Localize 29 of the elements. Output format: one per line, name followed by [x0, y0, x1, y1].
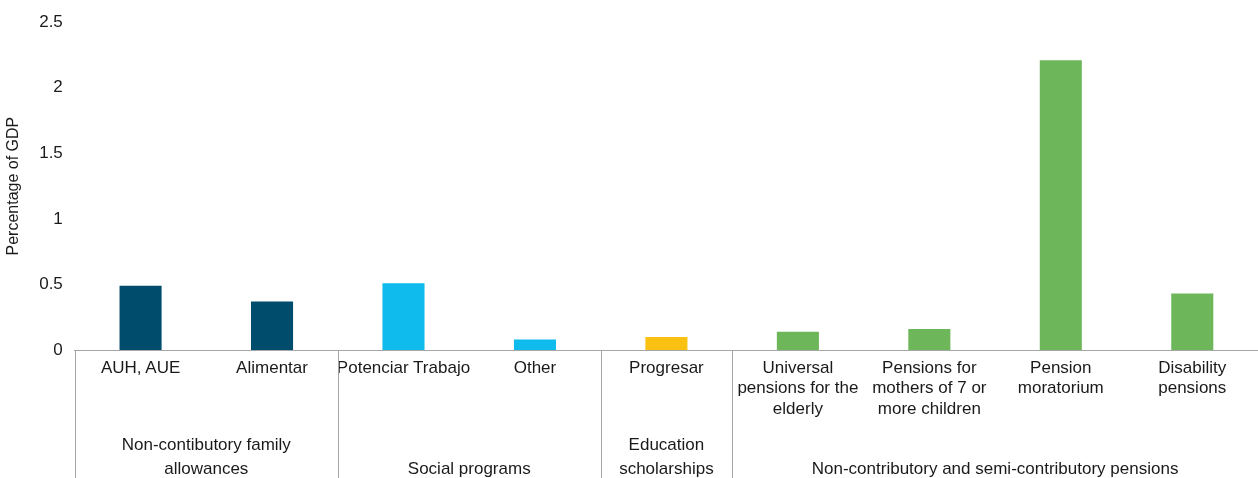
x-tick-label: Disability pensions	[1158, 357, 1227, 398]
x-tick-label: Progresar	[629, 357, 705, 377]
bar	[645, 336, 688, 350]
x-tick-label: AUH, AUE	[100, 357, 181, 377]
y-axis-title: Percentage of GDP	[4, 116, 22, 256]
bar	[1039, 60, 1082, 350]
bar	[908, 329, 951, 350]
y-tick-label: 1.5	[39, 143, 63, 163]
x-tick-label: Universal pensions for the elderly	[737, 357, 859, 418]
bar	[1171, 293, 1214, 350]
text: Education scholarships	[619, 435, 714, 478]
y-tick-label: 0.5	[39, 274, 63, 294]
bar	[382, 283, 425, 350]
bar	[776, 331, 819, 350]
text: Non-contributory and semi-contributory pensions	[811, 459, 1179, 478]
y-tick-label: 1	[53, 208, 63, 228]
x-tick-label: Other	[513, 357, 557, 377]
x-tick-label: Pensions for mothers of 7 or more children	[872, 357, 987, 418]
text: Social programs	[407, 459, 531, 478]
bar	[513, 339, 556, 350]
x-tick-label: Potenciar Trabajo	[336, 357, 471, 377]
y-tick-label: 2	[53, 77, 63, 97]
bar	[119, 285, 162, 350]
x-tick-label: Pension moratorium	[1017, 357, 1104, 398]
x-tick-label: Alimentar	[236, 357, 309, 377]
y-tick-label: 2.5	[39, 11, 63, 31]
bar	[250, 301, 294, 350]
y-tick-label: 0	[53, 339, 63, 359]
text: Non-contibutory family allowances	[121, 435, 292, 478]
